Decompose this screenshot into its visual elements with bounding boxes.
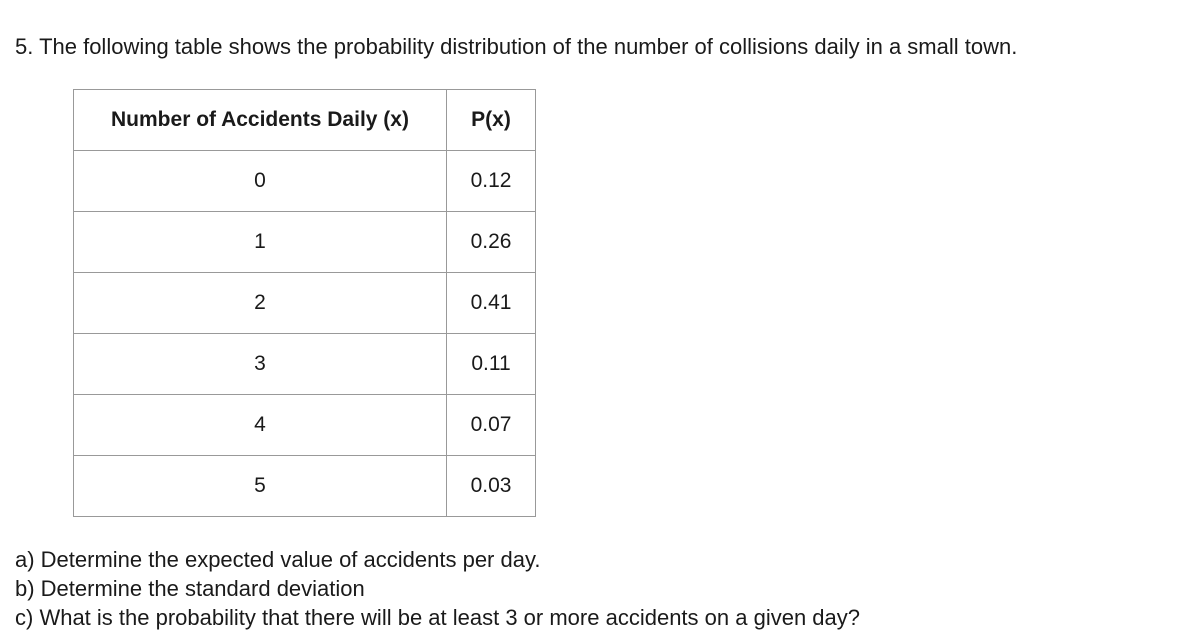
header-probability: P(x) — [446, 89, 536, 151]
cell-x: 2 — [73, 272, 447, 334]
cell-p: 0.11 — [446, 333, 536, 395]
cell-x: 1 — [73, 211, 447, 273]
cell-x: 3 — [73, 333, 447, 395]
table-row: 3 0.11 — [73, 333, 536, 395]
cell-x: 4 — [73, 394, 447, 456]
cell-p: 0.07 — [446, 394, 536, 456]
cell-p: 0.03 — [446, 455, 536, 517]
cell-x: 5 — [73, 455, 447, 517]
cell-p: 0.12 — [446, 150, 536, 212]
cell-p: 0.26 — [446, 211, 536, 273]
part-b: b) Determine the standard deviation — [15, 576, 365, 601]
table-row: 5 0.03 — [73, 455, 536, 517]
table-row: 4 0.07 — [73, 394, 536, 456]
probability-distribution-table: Number of Accidents Daily (x) P(x) 0 0.1… — [73, 89, 536, 517]
table-row: 0 0.12 — [73, 150, 536, 212]
part-a: a) Determine the expected value of accid… — [15, 547, 541, 572]
question-parts: a) Determine the expected value of accid… — [15, 545, 860, 632]
table-row: 1 0.26 — [73, 211, 536, 273]
table-header-row: Number of Accidents Daily (x) P(x) — [73, 89, 536, 151]
part-c: c) What is the probability that there wi… — [15, 605, 860, 630]
header-accidents: Number of Accidents Daily (x) — [73, 89, 447, 151]
table-row: 2 0.41 — [73, 272, 536, 334]
cell-x: 0 — [73, 150, 447, 212]
question-text: 5. The following table shows the probabi… — [15, 34, 1018, 59]
cell-p: 0.41 — [446, 272, 536, 334]
